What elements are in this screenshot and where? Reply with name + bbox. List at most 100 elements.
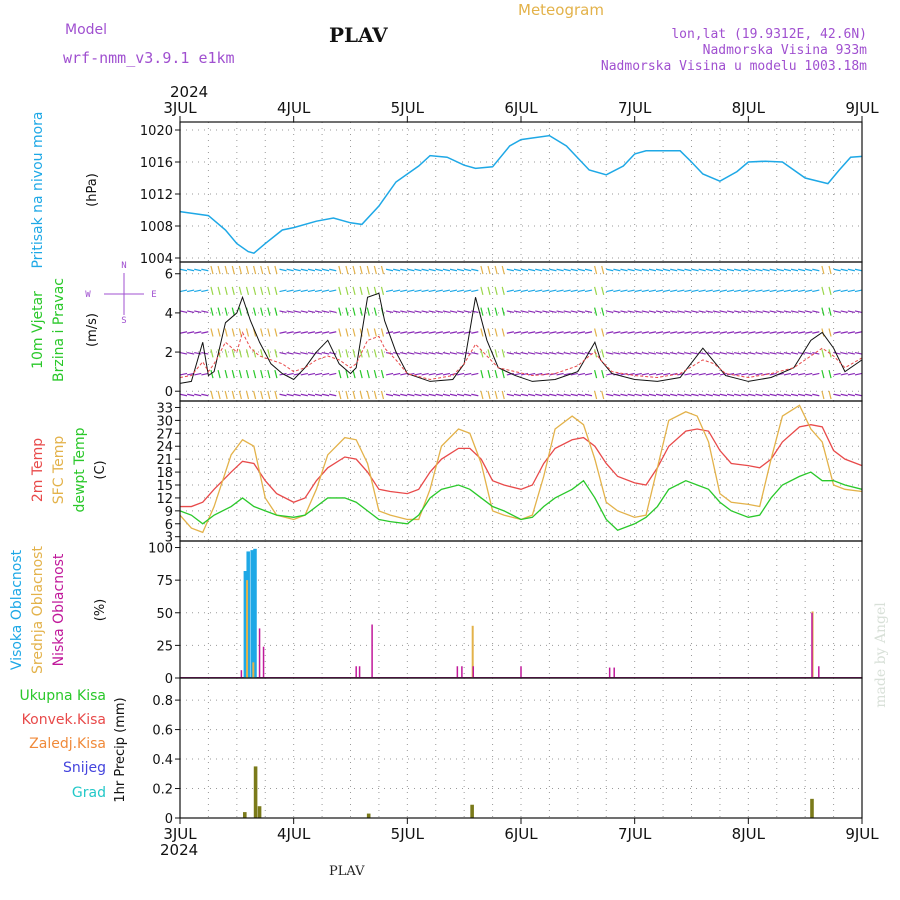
wind-arrow xyxy=(338,390,342,400)
wind-arrow xyxy=(769,372,777,376)
wind-arrow xyxy=(691,310,699,314)
cloud-ytick-label: 0 xyxy=(165,672,173,687)
wind-arrow xyxy=(421,289,429,293)
wind-arrow xyxy=(359,390,363,400)
wind-arrow xyxy=(179,310,188,314)
pressure-ytick-label: 1020 xyxy=(140,124,173,139)
wind-arrow xyxy=(520,372,529,376)
wind-arrow xyxy=(179,372,188,376)
wind-arrow xyxy=(677,289,685,293)
sfc-temp-line xyxy=(179,404,863,534)
wind-arrow xyxy=(201,331,209,334)
wind-arrow xyxy=(513,393,522,397)
wind-arrow xyxy=(821,265,825,275)
wind-arrow xyxy=(698,372,706,376)
wind-arrow xyxy=(663,331,671,334)
wind-arrow xyxy=(274,370,278,379)
wind-arrow xyxy=(487,349,491,358)
pressure-line xyxy=(179,134,863,255)
wind-arrow xyxy=(231,328,235,337)
wind-arrow xyxy=(655,310,664,314)
page-title: PLAV xyxy=(329,23,388,47)
wind-arrow xyxy=(231,390,235,400)
x-tick-label-bottom: 7JUL xyxy=(618,825,652,843)
wind-arrow xyxy=(535,393,543,397)
wind-arrow xyxy=(421,351,429,355)
wind-arrow xyxy=(648,351,657,355)
wind-arrow xyxy=(719,393,728,397)
wind-arrow xyxy=(449,268,458,272)
credit-label: made by Angel xyxy=(873,602,889,708)
wind-arrow xyxy=(641,393,649,397)
lonlat-label: lon,lat (19.9312E, 42.6N) xyxy=(671,27,867,42)
wind-arrow xyxy=(520,351,529,355)
wind-arrow xyxy=(734,351,742,355)
wind-arrow xyxy=(812,310,820,314)
wind-arrow xyxy=(594,265,598,275)
wind-arrow xyxy=(528,331,536,334)
wind-arrow xyxy=(641,310,649,314)
wind-arrow xyxy=(549,268,557,272)
wind-arrow xyxy=(812,351,820,355)
wind-arrow xyxy=(279,310,287,314)
wind-arrow xyxy=(762,268,770,272)
wind-arrow xyxy=(584,331,593,334)
wind-arrow xyxy=(210,328,214,337)
wind-arrow xyxy=(549,331,557,334)
wind-arrow xyxy=(435,393,443,397)
wind-arrow xyxy=(634,393,642,397)
precip-label-convective: Konvek.Kisa xyxy=(22,712,106,728)
wind-arrow xyxy=(366,328,370,337)
wind-arrow xyxy=(828,265,832,275)
wind-arrow xyxy=(677,351,685,355)
wind-arrow xyxy=(286,393,294,397)
wind-arrow xyxy=(224,349,228,358)
wind-arrow xyxy=(601,390,605,400)
wind-arrow xyxy=(712,268,720,272)
wind-arrow xyxy=(400,289,408,293)
x-tick-label-top: 6JUL xyxy=(504,99,538,117)
wind-arrow xyxy=(606,268,614,272)
elevation-label: Nadmorska Visina 933m xyxy=(703,43,868,58)
wind-arrow xyxy=(726,331,735,334)
wind-arrow xyxy=(648,310,657,314)
cloud-frame xyxy=(179,540,863,679)
wind-arrow xyxy=(677,393,685,397)
wind-arrow xyxy=(577,289,586,293)
wind-arrow xyxy=(797,393,806,397)
wind-arrow xyxy=(238,286,242,295)
precip-bar xyxy=(366,813,371,818)
x-tick-label-bottom: 8JUL xyxy=(732,825,766,843)
wind-arrow xyxy=(267,286,271,295)
temp-ytick-label: 21 xyxy=(156,453,173,468)
wind-arrow xyxy=(253,265,257,275)
wind-arrow xyxy=(755,372,763,376)
wind-arrow xyxy=(345,349,349,358)
wind-arrow xyxy=(748,372,756,376)
wind-arrow xyxy=(613,331,621,334)
wind-arrow xyxy=(407,289,415,293)
temp-ytick-label: 24 xyxy=(156,440,173,455)
wind-arrow xyxy=(286,310,294,314)
low-cloud-bar xyxy=(258,628,261,678)
wind-arrow xyxy=(840,268,848,272)
wind-arrow xyxy=(663,310,671,314)
wind-arrow xyxy=(471,351,479,355)
wind-arrow xyxy=(828,286,832,295)
wind-arrow xyxy=(494,307,498,316)
wind-arrow xyxy=(329,331,337,334)
sfc-temp-label: SFC Temp xyxy=(51,436,67,505)
wind-arrow xyxy=(854,268,863,272)
wind-arrow xyxy=(634,331,642,334)
wind-arrow xyxy=(352,328,356,337)
wind-arrow xyxy=(329,393,337,397)
wind-arrow xyxy=(790,351,799,355)
wind-arrow xyxy=(684,393,692,397)
wind-arrow xyxy=(797,289,806,293)
wind-arrow xyxy=(201,372,209,376)
wind-arrow xyxy=(821,370,825,379)
wind-arrow xyxy=(506,331,514,334)
wind-arrow xyxy=(464,331,472,334)
wind-arrow xyxy=(805,268,813,272)
wind-arrow xyxy=(513,351,522,355)
